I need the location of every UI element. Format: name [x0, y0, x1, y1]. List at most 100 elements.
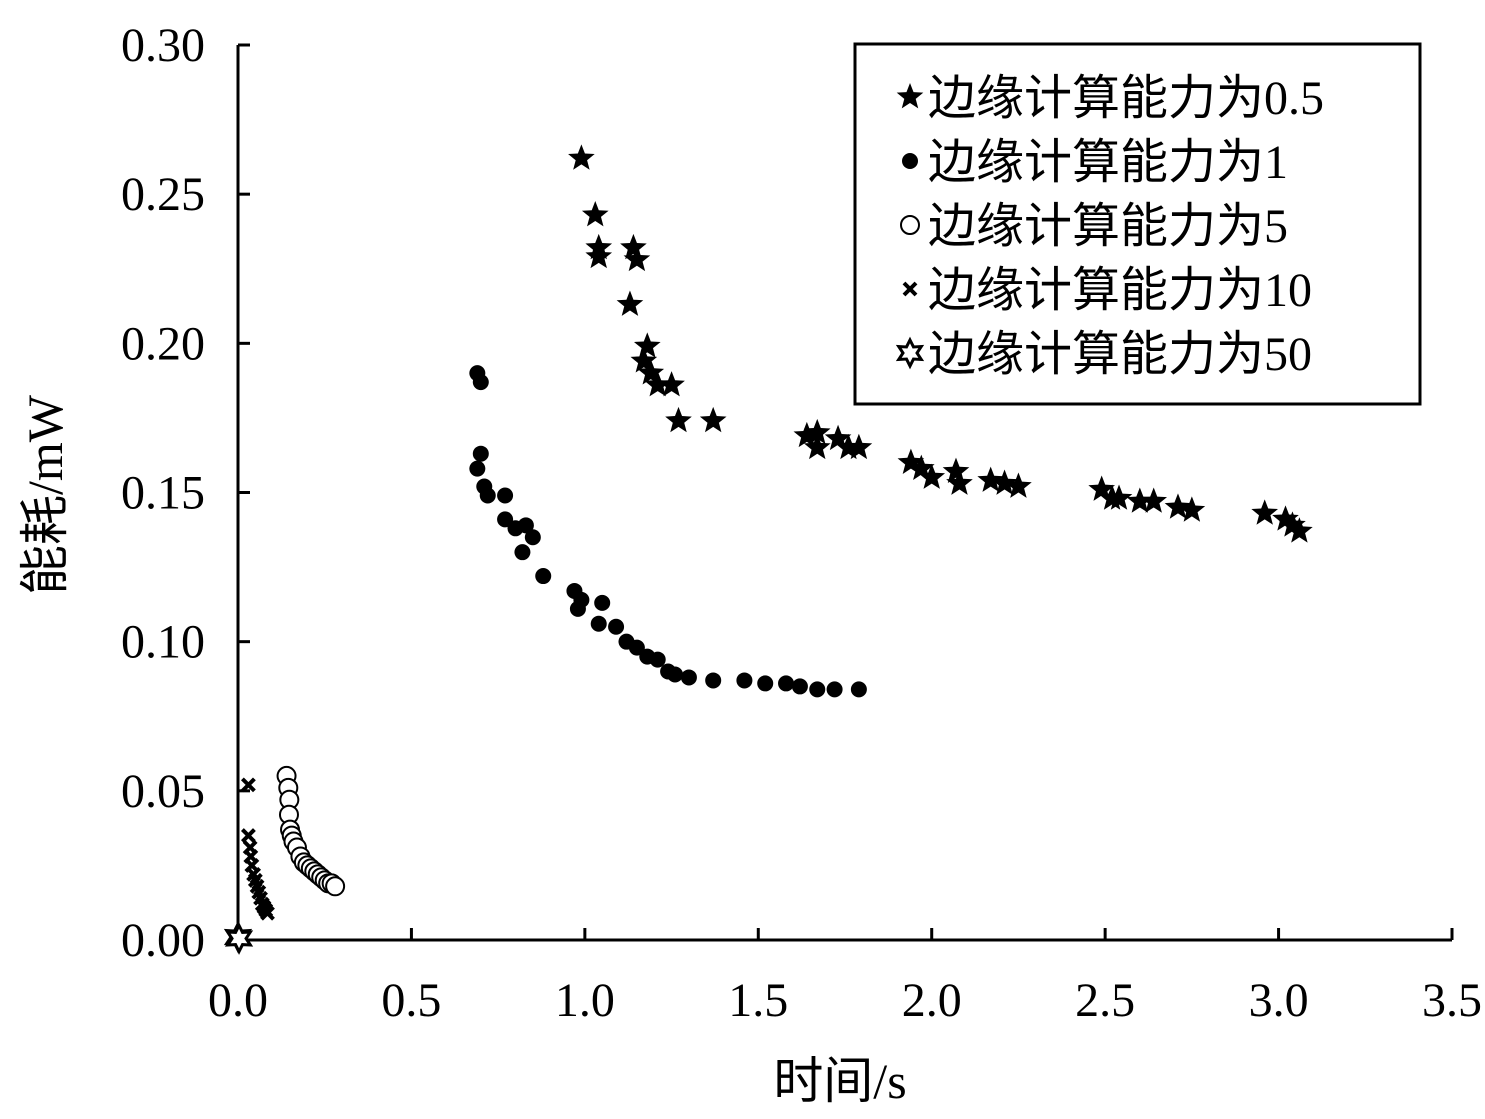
data-point	[1140, 487, 1168, 513]
data-point	[616, 290, 644, 316]
y-tick-label: 0.30	[121, 19, 205, 72]
data-point	[479, 487, 496, 504]
series-2	[276, 765, 346, 897]
data-point	[809, 681, 826, 698]
data-point	[1286, 517, 1313, 543]
legend-label: 边缘计算能力为5	[928, 200, 1288, 253]
data-point	[907, 454, 935, 480]
data-point	[1105, 484, 1133, 510]
data-point	[628, 639, 645, 656]
data-point	[240, 777, 256, 793]
data-point	[705, 672, 722, 689]
x-tick-label: 3.0	[1249, 974, 1309, 1027]
data-point	[942, 457, 970, 483]
legend-marker	[895, 336, 925, 370]
y-tick-label: 0.00	[121, 914, 205, 967]
data-point	[224, 922, 254, 955]
y-tick-label: 0.20	[121, 317, 205, 370]
legend-label: 边缘计算能力为1	[928, 136, 1288, 189]
data-point	[630, 347, 658, 373]
data-point	[667, 666, 684, 683]
data-point	[1279, 511, 1306, 537]
data-point	[497, 511, 514, 528]
data-point	[472, 374, 489, 391]
legend-box	[853, 42, 1422, 406]
data-point	[918, 463, 946, 489]
data-point	[946, 469, 973, 495]
data-point	[1126, 487, 1154, 513]
data-point	[1178, 496, 1206, 522]
data-point	[644, 371, 672, 397]
x-axis-label: 时间/s	[773, 1053, 906, 1109]
x-tick-label: 3.5	[1422, 974, 1482, 1027]
y-ticks: 0.00 0.05 0.10 0.15 0.20 0.25 0.30	[121, 19, 250, 967]
data-point	[472, 445, 489, 462]
data-point	[535, 568, 552, 585]
data-point	[658, 371, 685, 397]
data-point	[791, 678, 808, 695]
data-point	[514, 544, 531, 561]
x-tick-label: 1.0	[555, 974, 615, 1027]
data-point	[260, 905, 275, 921]
legend-marker	[900, 215, 920, 235]
data-point	[325, 876, 346, 897]
data-point	[585, 242, 613, 269]
legend-marker	[896, 83, 924, 109]
data-point	[568, 144, 595, 170]
data-point	[517, 517, 534, 534]
series-3	[240, 777, 275, 921]
legend: 边缘计算能力为0.5 边缘计算能力为1 边缘计算能力为5 边缘计算能力为10 边缘计算能…	[853, 42, 1422, 406]
series-0	[568, 144, 1313, 543]
data-point	[240, 828, 256, 843]
legend-marker	[902, 153, 918, 169]
data-point	[1088, 475, 1115, 501]
data-point	[620, 233, 647, 260]
x-tick-label: 0.5	[381, 974, 441, 1027]
data-point	[757, 675, 774, 692]
data-point	[1164, 493, 1192, 519]
data-point	[803, 433, 831, 460]
x-tick-label: 0.0	[208, 974, 268, 1027]
data-point	[736, 672, 753, 689]
data-point	[778, 675, 795, 692]
y-tick-label: 0.05	[121, 765, 205, 818]
legend-marker	[902, 281, 918, 297]
data-marks	[223, 144, 1313, 955]
data-point	[699, 406, 727, 433]
y-axis-label: 能耗/mW	[17, 394, 73, 595]
x-tick-label: 2.5	[1075, 974, 1135, 1027]
data-point	[633, 332, 661, 358]
data-point	[850, 681, 867, 698]
y-tick-label: 0.10	[121, 616, 205, 669]
series-1	[469, 365, 867, 698]
data-point	[594, 594, 611, 611]
data-point	[897, 448, 925, 474]
series-4	[223, 920, 254, 955]
data-point	[793, 421, 821, 448]
data-point	[826, 681, 843, 698]
data-point	[1251, 499, 1279, 525]
data-point	[608, 618, 625, 635]
data-point	[665, 406, 692, 433]
x-tick-label: 2.0	[902, 974, 962, 1027]
data-point	[803, 418, 831, 445]
data-point	[623, 245, 651, 272]
data-point	[977, 466, 1004, 492]
x-ticks: 0.0 0.5 1.0 1.5 2.0 2.5 3.0 3.5	[208, 928, 1482, 1027]
data-point	[581, 201, 609, 227]
data-point	[524, 529, 541, 546]
data-point	[1272, 505, 1299, 531]
data-point	[680, 669, 697, 686]
data-point	[824, 424, 852, 451]
data-point	[1005, 472, 1032, 498]
x-tick-label: 1.5	[728, 974, 788, 1027]
data-point	[649, 651, 666, 668]
legend-label: 边缘计算能力为10	[928, 264, 1312, 317]
data-point	[590, 615, 607, 632]
data-point	[991, 469, 1018, 495]
data-point	[469, 460, 486, 477]
data-point	[497, 487, 514, 504]
data-point	[845, 433, 873, 460]
legend-label: 边缘计算能力为0.5	[928, 72, 1324, 125]
